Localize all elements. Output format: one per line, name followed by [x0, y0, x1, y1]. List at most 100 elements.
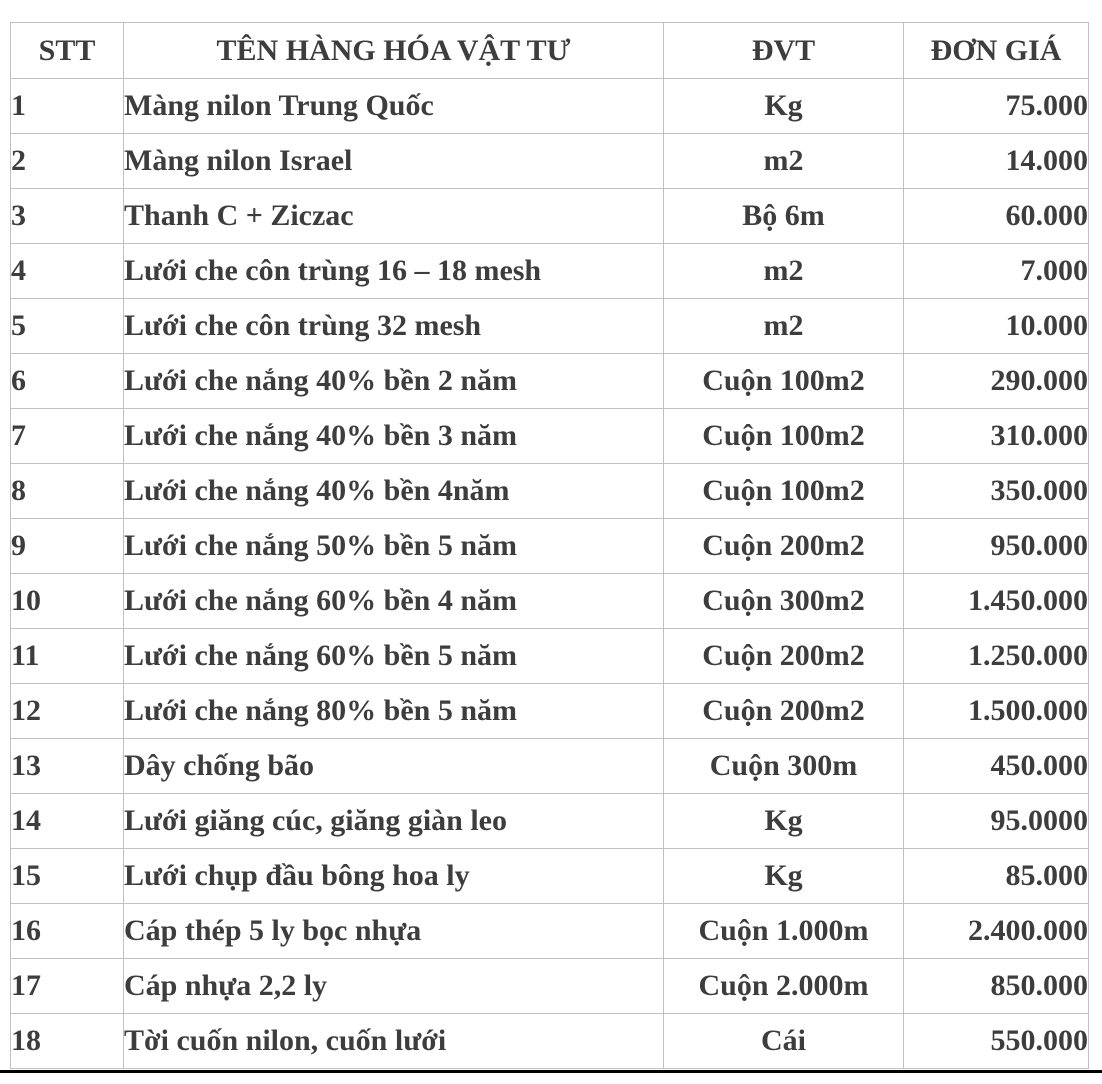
cell-item-name: Thanh C + Ziczac [123, 188, 664, 244]
cell-stt: 17 [10, 958, 124, 1014]
cell-stt: 16 [10, 903, 124, 959]
cell-item-name: Cáp nhựa 2,2 ly [123, 958, 664, 1014]
cell-stt: 1 [10, 78, 124, 134]
column-header-unit: ĐVT [663, 22, 904, 79]
cell-item-name: Lưới che nắng 40% bền 3 năm [123, 408, 664, 464]
cell-stt: 8 [10, 463, 124, 519]
cell-stt: 2 [10, 133, 124, 189]
table-row: 14 Lưới giăng cúc, giăng giàn leo Kg 95.… [10, 793, 1089, 849]
cell-unit-price: 850.000 [903, 958, 1089, 1014]
cell-unit: Kg [663, 848, 904, 904]
table-row: 13 Dây chống bão Cuộn 300m 450.000 [10, 738, 1089, 794]
cell-unit: m2 [663, 298, 904, 354]
cell-unit-price: 85.000 [903, 848, 1089, 904]
cell-unit: Cuộn 100m2 [663, 463, 904, 519]
cell-item-name: Lưới che nắng 60% bền 4 năm [123, 573, 664, 629]
table-row: 2 Màng nilon Israel m2 14.000 [10, 133, 1089, 189]
table-row: 17 Cáp nhựa 2,2 ly Cuộn 2.000m 850.000 [10, 958, 1089, 1014]
cell-item-name: Cáp thép 5 ly bọc nhựa [123, 903, 664, 959]
table-row: 4 Lưới che côn trùng 16 – 18 mesh m2 7.0… [10, 243, 1089, 299]
cell-item-name: Lưới giăng cúc, giăng giàn leo [123, 793, 664, 849]
table-row: 11 Lưới che nắng 60% bền 5 năm Cuộn 200m… [10, 628, 1089, 684]
column-header-name: TÊN HÀNG HÓA VẬT TƯ [123, 22, 664, 79]
cell-unit-price: 350.000 [903, 463, 1089, 519]
cell-unit-price: 290.000 [903, 353, 1089, 409]
cell-unit-price: 1.500.000 [903, 683, 1089, 739]
cell-item-name: Lưới che nắng 40% bền 4năm [123, 463, 664, 519]
cell-stt: 14 [10, 793, 124, 849]
cell-stt: 9 [10, 518, 124, 574]
cell-stt: 3 [10, 188, 124, 244]
cell-unit-price: 310.000 [903, 408, 1089, 464]
cell-unit-price: 95.0000 [903, 793, 1089, 849]
cell-unit: m2 [663, 243, 904, 299]
cell-stt: 12 [10, 683, 124, 739]
cell-stt: 7 [10, 408, 124, 464]
price-table: STT TÊN HÀNG HÓA VẬT TƯ ĐVT ĐƠN GIÁ 1 Mà… [10, 22, 1089, 1069]
cell-unit-price: 1.250.000 [903, 628, 1089, 684]
cell-item-name: Lưới chụp đầu bông hoa ly [123, 848, 664, 904]
header-row: STT TÊN HÀNG HÓA VẬT TƯ ĐVT ĐƠN GIÁ [10, 22, 1089, 79]
cell-unit-price: 7.000 [903, 243, 1089, 299]
cell-item-name: Lưới che côn trùng 16 – 18 mesh [123, 243, 664, 299]
table-row: 10 Lưới che nắng 60% bền 4 năm Cuộn 300m… [10, 573, 1089, 629]
cell-stt: 13 [10, 738, 124, 794]
cell-unit-price: 75.000 [903, 78, 1089, 134]
table-row: 18 Tời cuốn nilon, cuốn lưới Cái 550.000 [10, 1013, 1089, 1069]
table-row: 16 Cáp thép 5 ly bọc nhựa Cuộn 1.000m 2.… [10, 903, 1089, 959]
cell-unit-price: 60.000 [903, 188, 1089, 244]
cell-unit: Bộ 6m [663, 188, 904, 244]
cell-unit: Cuộn 1.000m [663, 903, 904, 959]
cell-unit-price: 550.000 [903, 1013, 1089, 1069]
cell-item-name: Lưới che côn trùng 32 mesh [123, 298, 664, 354]
cell-item-name: Màng nilon Trung Quốc [123, 78, 664, 134]
table-row: 3 Thanh C + Ziczac Bộ 6m 60.000 [10, 188, 1089, 244]
cell-stt: 5 [10, 298, 124, 354]
cell-unit: Cuộn 2.000m [663, 958, 904, 1014]
cell-unit-price: 10.000 [903, 298, 1089, 354]
cell-unit: Cuộn 300m2 [663, 573, 904, 629]
table-row: 5 Lưới che côn trùng 32 mesh m2 10.000 [10, 298, 1089, 354]
cell-unit: Cuộn 200m2 [663, 518, 904, 574]
column-header-stt: STT [10, 22, 124, 79]
cell-stt: 4 [10, 243, 124, 299]
table-row: 8 Lưới che nắng 40% bền 4năm Cuộn 100m2 … [10, 463, 1089, 519]
cell-item-name: Lưới che nắng 80% bền 5 năm [123, 683, 664, 739]
table-row: 15 Lưới chụp đầu bông hoa ly Kg 85.000 [10, 848, 1089, 904]
cell-unit: m2 [663, 133, 904, 189]
cell-unit: Kg [663, 78, 904, 134]
cell-unit: Cuộn 300m [663, 738, 904, 794]
table-row: 7 Lưới che nắng 40% bền 3 năm Cuộn 100m2… [10, 408, 1089, 464]
cell-unit: Cuộn 100m2 [663, 353, 904, 409]
cell-unit-price: 1.450.000 [903, 573, 1089, 629]
price-table-body: 1 Màng nilon Trung Quốc Kg 75.000 2 Màng… [10, 78, 1089, 1069]
table-row: 6 Lưới che nắng 40% bền 2 năm Cuộn 100m2… [10, 353, 1089, 409]
cell-stt: 6 [10, 353, 124, 409]
table-row: 1 Màng nilon Trung Quốc Kg 75.000 [10, 78, 1089, 134]
cell-unit: Cuộn 100m2 [663, 408, 904, 464]
cell-stt: 15 [10, 848, 124, 904]
cell-stt: 18 [10, 1013, 124, 1069]
table-row: 9 Lưới che nắng 50% bền 5 năm Cuộn 200m2… [10, 518, 1089, 574]
cell-unit: Cái [663, 1013, 904, 1069]
price-table-header: STT TÊN HÀNG HÓA VẬT TƯ ĐVT ĐƠN GIÁ [10, 22, 1089, 79]
cell-unit: Cuộn 200m2 [663, 683, 904, 739]
column-header-price: ĐƠN GIÁ [903, 22, 1089, 79]
cell-item-name: Lưới che nắng 40% bền 2 năm [123, 353, 664, 409]
cell-unit-price: 950.000 [903, 518, 1089, 574]
cell-stt: 11 [10, 628, 124, 684]
cell-stt: 10 [10, 573, 124, 629]
cell-item-name: Lưới che nắng 50% bền 5 năm [123, 518, 664, 574]
table-row: 12 Lưới che nắng 80% bền 5 năm Cuộn 200m… [10, 683, 1089, 739]
cell-item-name: Lưới che nắng 60% bền 5 năm [123, 628, 664, 684]
cell-item-name: Màng nilon Israel [123, 133, 664, 189]
cell-item-name: Tời cuốn nilon, cuốn lưới [123, 1013, 664, 1069]
cell-unit: Kg [663, 793, 904, 849]
cell-item-name: Dây chống bão [123, 738, 664, 794]
bottom-divider-bar [0, 1070, 1102, 1073]
cell-unit-price: 2.400.000 [903, 903, 1089, 959]
cell-unit-price: 14.000 [903, 133, 1089, 189]
cell-unit: Cuộn 200m2 [663, 628, 904, 684]
cell-unit-price: 450.000 [903, 738, 1089, 794]
